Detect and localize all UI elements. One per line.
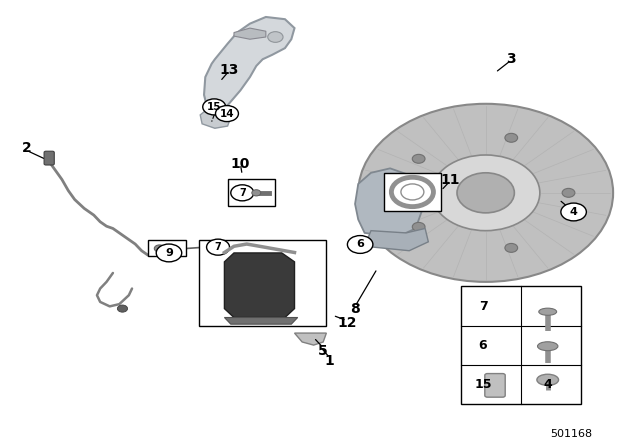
Text: 15: 15 [207, 102, 221, 112]
Text: 501168: 501168 [550, 429, 593, 439]
Text: 15: 15 [474, 378, 492, 391]
Text: 6: 6 [356, 240, 364, 250]
Circle shape [431, 155, 540, 231]
Polygon shape [200, 108, 231, 128]
FancyBboxPatch shape [485, 374, 505, 397]
Circle shape [561, 203, 586, 221]
Circle shape [231, 185, 253, 201]
Circle shape [166, 245, 176, 252]
Polygon shape [294, 333, 326, 345]
FancyBboxPatch shape [148, 241, 186, 256]
Circle shape [207, 239, 230, 255]
FancyBboxPatch shape [199, 240, 326, 327]
Circle shape [505, 243, 518, 252]
Circle shape [562, 188, 575, 197]
Circle shape [401, 184, 424, 200]
Text: 3: 3 [506, 52, 516, 66]
Ellipse shape [537, 374, 559, 385]
Ellipse shape [539, 308, 557, 315]
Text: 5: 5 [318, 344, 328, 358]
Circle shape [412, 155, 425, 163]
Text: 7: 7 [214, 242, 221, 252]
Circle shape [412, 222, 425, 231]
Text: 8: 8 [350, 302, 360, 315]
FancyBboxPatch shape [44, 151, 54, 165]
Text: 4: 4 [543, 378, 552, 391]
Text: 2: 2 [22, 141, 32, 155]
Text: 7: 7 [239, 188, 246, 198]
Circle shape [117, 305, 127, 312]
Text: 4: 4 [570, 207, 577, 217]
Text: 1: 1 [324, 354, 335, 368]
Polygon shape [365, 228, 428, 251]
Circle shape [156, 244, 182, 262]
Circle shape [457, 173, 515, 213]
Polygon shape [355, 168, 422, 237]
FancyBboxPatch shape [228, 180, 275, 206]
Text: 12: 12 [337, 316, 356, 330]
FancyBboxPatch shape [384, 173, 441, 211]
FancyBboxPatch shape [461, 286, 581, 404]
Polygon shape [225, 318, 298, 324]
Text: 13: 13 [220, 64, 239, 78]
Circle shape [154, 245, 164, 252]
Text: 6: 6 [479, 339, 487, 352]
Polygon shape [234, 28, 266, 39]
Text: 7: 7 [479, 300, 488, 313]
Polygon shape [225, 253, 294, 318]
Text: 14: 14 [220, 108, 234, 119]
Circle shape [268, 32, 283, 43]
Ellipse shape [538, 342, 558, 351]
Circle shape [348, 236, 373, 254]
Circle shape [252, 190, 260, 196]
Text: 9: 9 [165, 248, 173, 258]
Polygon shape [204, 17, 294, 121]
Circle shape [203, 99, 226, 115]
Text: 11: 11 [441, 173, 460, 187]
Circle shape [358, 104, 613, 282]
Text: 10: 10 [230, 157, 250, 171]
Circle shape [216, 106, 239, 121]
Circle shape [505, 134, 518, 142]
